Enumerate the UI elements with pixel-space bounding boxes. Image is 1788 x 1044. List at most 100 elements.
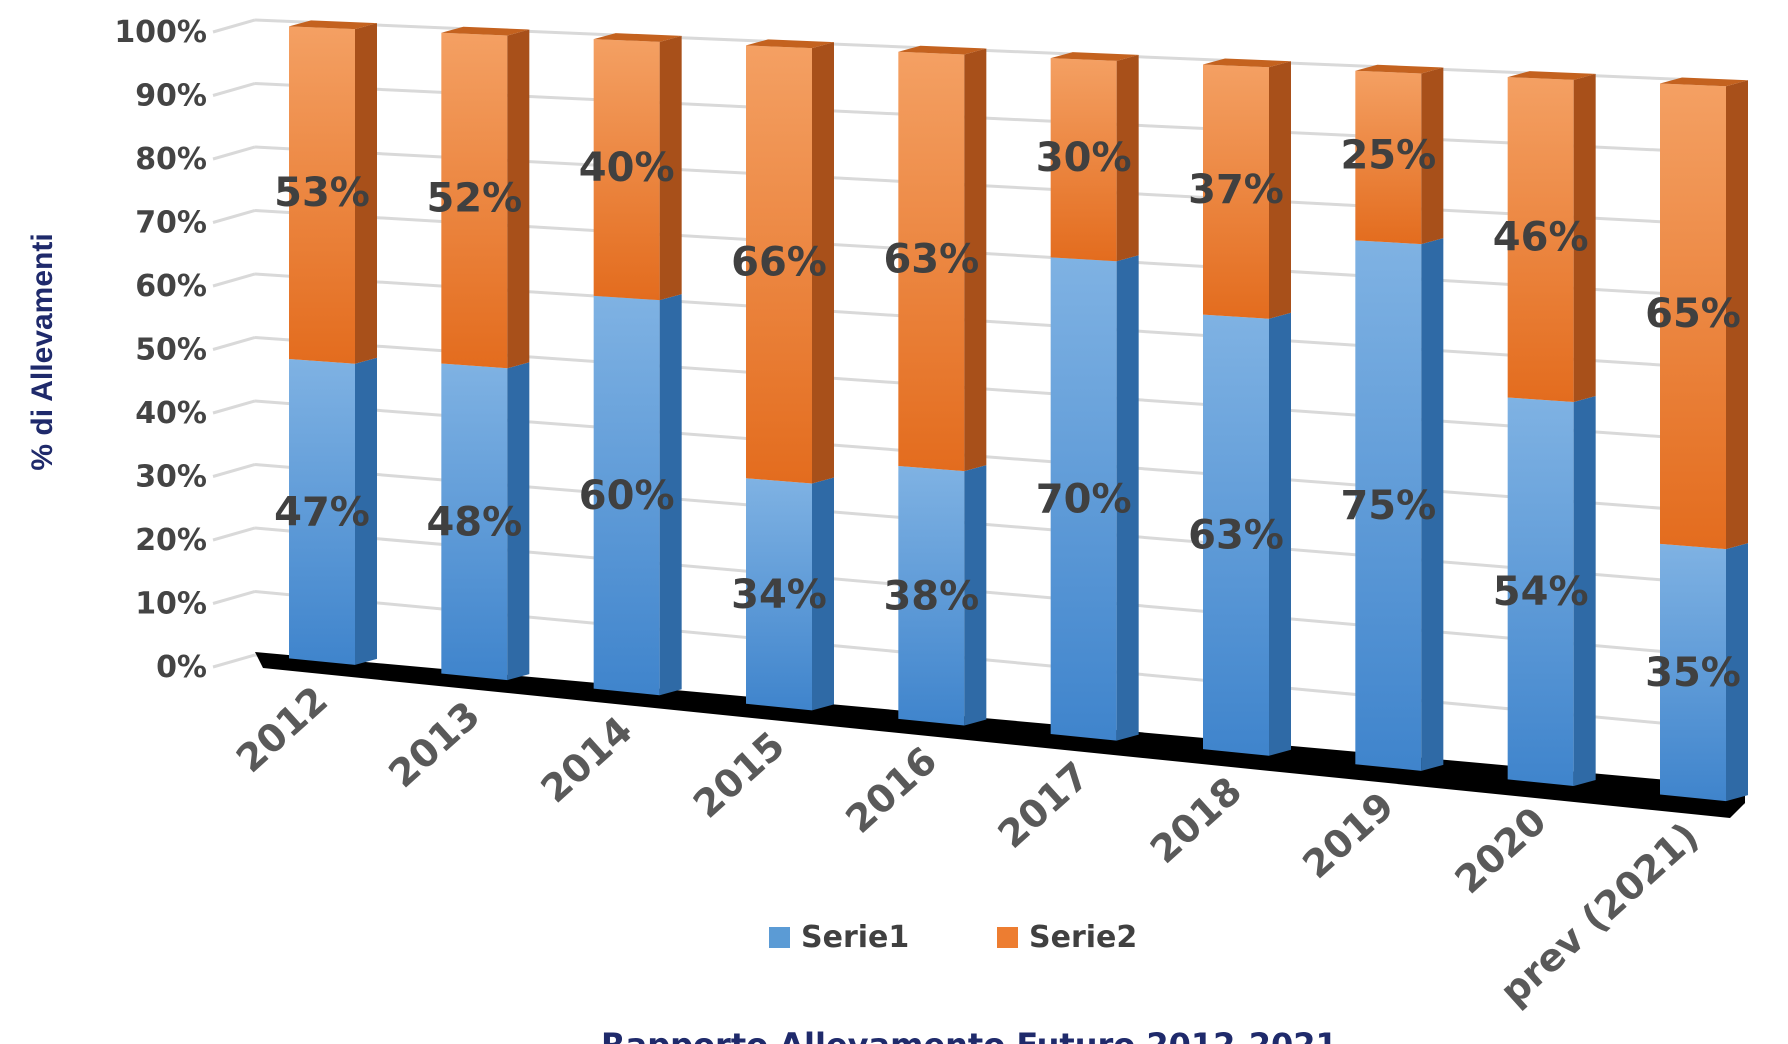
data-label-serie2-2013: 52%	[426, 176, 522, 222]
gridline-depth	[212, 336, 256, 351]
bars	[289, 20, 1748, 802]
chart-floor	[255, 652, 1745, 818]
bar-serie2-2019	[1355, 70, 1422, 245]
bar-group-2016	[898, 45, 987, 726]
bar-serie1-2013	[441, 363, 508, 681]
bar-group-2012	[289, 20, 377, 665]
gridline-depth	[212, 209, 256, 224]
data-label-serie1-2014: 60%	[579, 473, 675, 519]
bar-serie1-side-2019	[1421, 238, 1444, 771]
bar-serie2-2012	[289, 26, 355, 364]
bar-top-2012	[289, 20, 377, 30]
bar-serie1-2019	[1355, 240, 1422, 771]
x-tick-label-2018: 2018	[1142, 768, 1250, 871]
bar-top-2015	[746, 39, 834, 49]
x-tick-label-2014: 2014	[533, 708, 641, 811]
gridline-depth	[212, 399, 256, 415]
bar-serie1-side-prev-2021	[1726, 543, 1748, 802]
bar-serie2-side-2019	[1421, 67, 1444, 245]
y-tick-label: 0%	[156, 650, 207, 685]
bar-serie2-side-2017	[1116, 54, 1139, 262]
bar-serie2-side-2012	[355, 23, 377, 364]
bar-serie2-2017	[1050, 58, 1117, 262]
gridline-depth	[212, 145, 256, 161]
y-tick-label: 100%	[114, 15, 207, 50]
bar-serie1-2012	[289, 359, 355, 665]
bar-serie2-2015	[746, 45, 812, 484]
y-tick-label: 10%	[135, 587, 207, 622]
bar-serie2-side-2015	[812, 42, 834, 484]
bar-serie2-side-2018	[1269, 61, 1291, 319]
bar-group-2013	[441, 26, 530, 681]
bar-group-2019	[1355, 64, 1444, 771]
bar-serie1-side-2020	[1573, 395, 1596, 786]
bar-serie1-side-2015	[812, 477, 834, 711]
bar-group-2018	[1203, 58, 1291, 756]
y-tick-label: 70%	[135, 206, 207, 241]
bar-serie1-side-2018	[1269, 312, 1291, 756]
bar-serie1-prev-2021	[1660, 543, 1726, 802]
bar-serie2-side-2013	[507, 29, 530, 369]
data-label-serie2-2014: 40%	[579, 145, 675, 191]
bar-serie1-side-2016	[964, 465, 987, 726]
bar-group-prev-2021	[1660, 77, 1748, 802]
bar-serie2-2014	[593, 39, 660, 301]
y-tick-label: 80%	[135, 142, 207, 177]
bar-group-2020	[1507, 71, 1596, 786]
floor-slab	[255, 652, 1745, 818]
gridline-depth	[212, 463, 256, 478]
y-axis-ticks: 0% 10% 20% 30% 40% 50% 60% 70% 80% 90% 100%	[114, 15, 207, 685]
gridline-depth	[212, 590, 256, 605]
bar-top-2013	[441, 26, 530, 36]
bar-serie2-2013	[441, 32, 508, 369]
data-label-serie1-2012: 47%	[274, 490, 370, 536]
x-tick-label-2016: 2016	[837, 738, 945, 841]
legend-item-serie1: Serie1	[769, 920, 909, 955]
bar-top-2014	[593, 33, 682, 42]
y-tick-label: 90%	[135, 79, 207, 114]
data-label-serie1-2013: 48%	[426, 499, 522, 545]
bar-serie2-side-2016	[964, 48, 987, 472]
bar-serie1-2016	[898, 466, 965, 726]
y-tick-label: 60%	[135, 269, 207, 304]
bar-serie1-side-2014	[659, 294, 682, 696]
bar-serie2-2020	[1507, 77, 1574, 402]
bar-serie2-prev-2021	[1660, 83, 1726, 550]
x-tick-label-2017: 2017	[990, 753, 1098, 856]
bar-serie1-2015	[746, 478, 812, 711]
data-label-serie1-2019: 75%	[1340, 483, 1436, 529]
data-label-serie2-2012: 53%	[274, 170, 370, 216]
bar-top-2018	[1203, 58, 1291, 68]
gridline-depth	[212, 653, 256, 669]
legend: Serie1 Serie2	[769, 920, 1137, 955]
data-label-serie1-2020: 54%	[1493, 569, 1589, 615]
bar-serie1-side-2017	[1116, 255, 1139, 741]
y-tick-label: 20%	[135, 523, 207, 558]
legend-label-serie1: Serie1	[801, 920, 909, 955]
legend-item-serie2: Serie2	[997, 920, 1137, 955]
chart-caption: Rapporto Allevamento Futuro 2012-2021	[601, 1026, 1338, 1044]
bar-serie2-side-2014	[659, 35, 682, 301]
x-tick-label-2013: 2013	[380, 693, 488, 796]
data-labels: 47% 53% 48% 52% 60% 40% 34% 66% 38% 63% 70% 30% 63% 3…	[274, 133, 1741, 696]
bar-top-2017	[1050, 52, 1139, 61]
bar-serie1-side-2013	[507, 362, 530, 681]
gridline-depth	[212, 526, 256, 542]
bar-group-2014	[593, 33, 682, 696]
data-label-serie1-prev-2021: 35%	[1645, 650, 1741, 696]
x-tick-label-2019: 2019	[1294, 784, 1402, 887]
bar-top-2016	[898, 45, 987, 55]
x-tick-label-2020: 2020	[1447, 799, 1555, 902]
bar-serie2-side-prev-2021	[1726, 80, 1748, 550]
data-label-serie2-2018: 37%	[1188, 167, 1284, 213]
bar-serie2-2018	[1203, 64, 1269, 319]
bar-serie1-2020	[1507, 397, 1574, 786]
x-tick-label-2015: 2015	[685, 723, 793, 826]
legend-swatch-serie2	[997, 927, 1018, 948]
x-tick-label-2012: 2012	[228, 678, 336, 781]
legend-swatch-serie1	[769, 927, 790, 948]
gridline-depth	[212, 82, 256, 97]
data-label-serie2-2017: 30%	[1036, 135, 1132, 181]
data-label-serie2-prev-2021: 65%	[1645, 291, 1741, 337]
